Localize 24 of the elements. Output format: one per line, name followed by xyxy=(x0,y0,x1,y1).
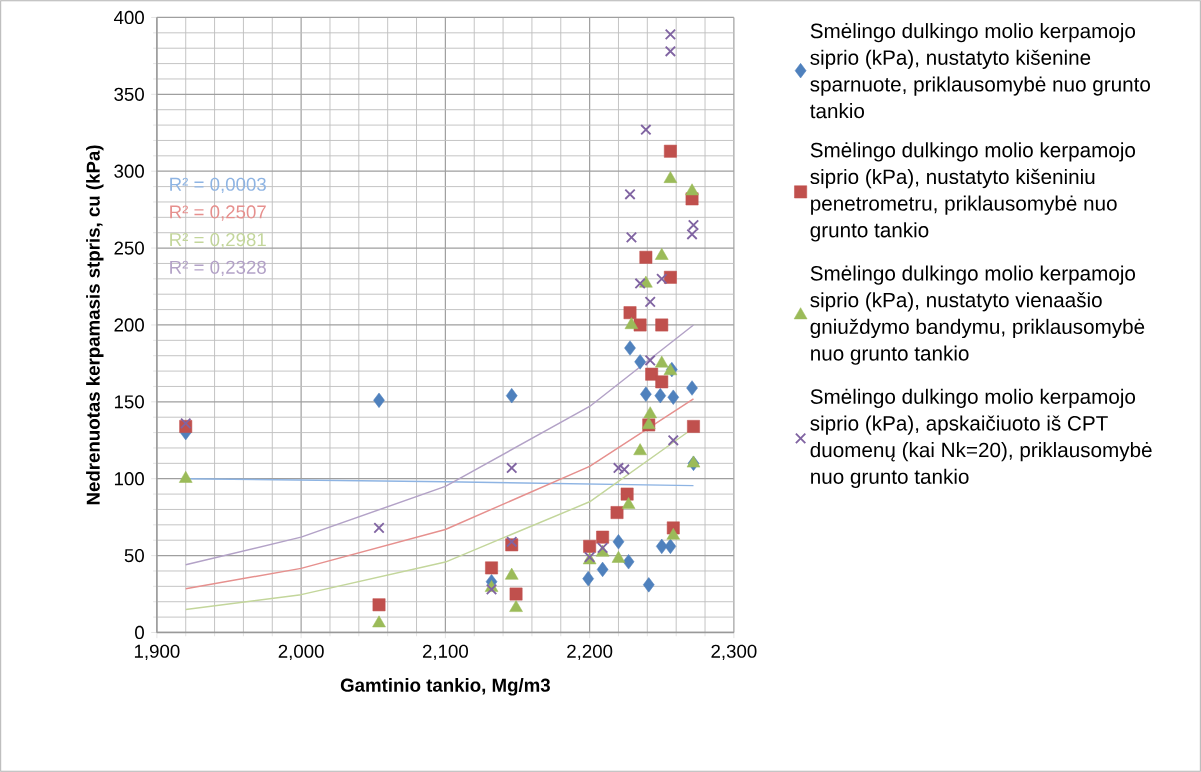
legend-label: Smėlingo dulkingo molio kerpamojo siprio (kPa), nustatyto kišeniniu penetrometru, priklausomybė nuo grunto tankio xyxy=(810,142,1136,242)
annotation: R² = 0,2328 xyxy=(170,260,266,277)
x-tick-label: 2,000 xyxy=(278,644,324,661)
legend-label: Smėlingo dulkingo molio kerpamojo siprio (kPa), nustatyto kišenine sparnuote, priklausomybė nuo grunto tankio xyxy=(810,23,1151,119)
annotation: R² = 0,2507 xyxy=(170,205,266,221)
annotation: R² = 0,0003 xyxy=(170,177,266,194)
y-tick-label: 200 xyxy=(114,318,144,332)
y-tick-label: 400 xyxy=(113,10,144,25)
legend-label: Smėlingo dulkingo molio kerpamojo siprio (kPa), apskaičiuoto iš CPT duomenų (kai Nk=20), priklausomybė nuo grunto tankio xyxy=(810,388,1152,489)
y-tick-label: 150 xyxy=(114,395,144,409)
y-tick-label: 100 xyxy=(114,472,144,486)
x-tick-label: 2,200 xyxy=(567,644,613,661)
annotation: R² = 0,2981 xyxy=(170,232,266,249)
y-tick-label: 50 xyxy=(124,548,144,563)
x-tick-label: 2,100 xyxy=(422,644,469,661)
y-tick-label: 300 xyxy=(114,164,144,178)
y-axis-title: Nedrenuotas kerpamasis stpris, cu (kPa) xyxy=(86,145,104,505)
x-tick-label: 1,900 xyxy=(134,644,180,661)
y-tick-label: 350 xyxy=(114,87,144,101)
x-axis-title: Gamtinio tankio, Mg/m3 xyxy=(340,678,550,696)
x-tick-label: 2,300 xyxy=(711,644,757,661)
y-tick-label: 250 xyxy=(114,241,144,255)
y-tick-label: 0 xyxy=(135,625,144,640)
legend-label: Smėlingo dulkingo molio kerpamojo siprio (kPa), nustatyto vienaašio gniuždymo bandymu, priklausomybė nuo grunto tankio xyxy=(810,265,1145,365)
